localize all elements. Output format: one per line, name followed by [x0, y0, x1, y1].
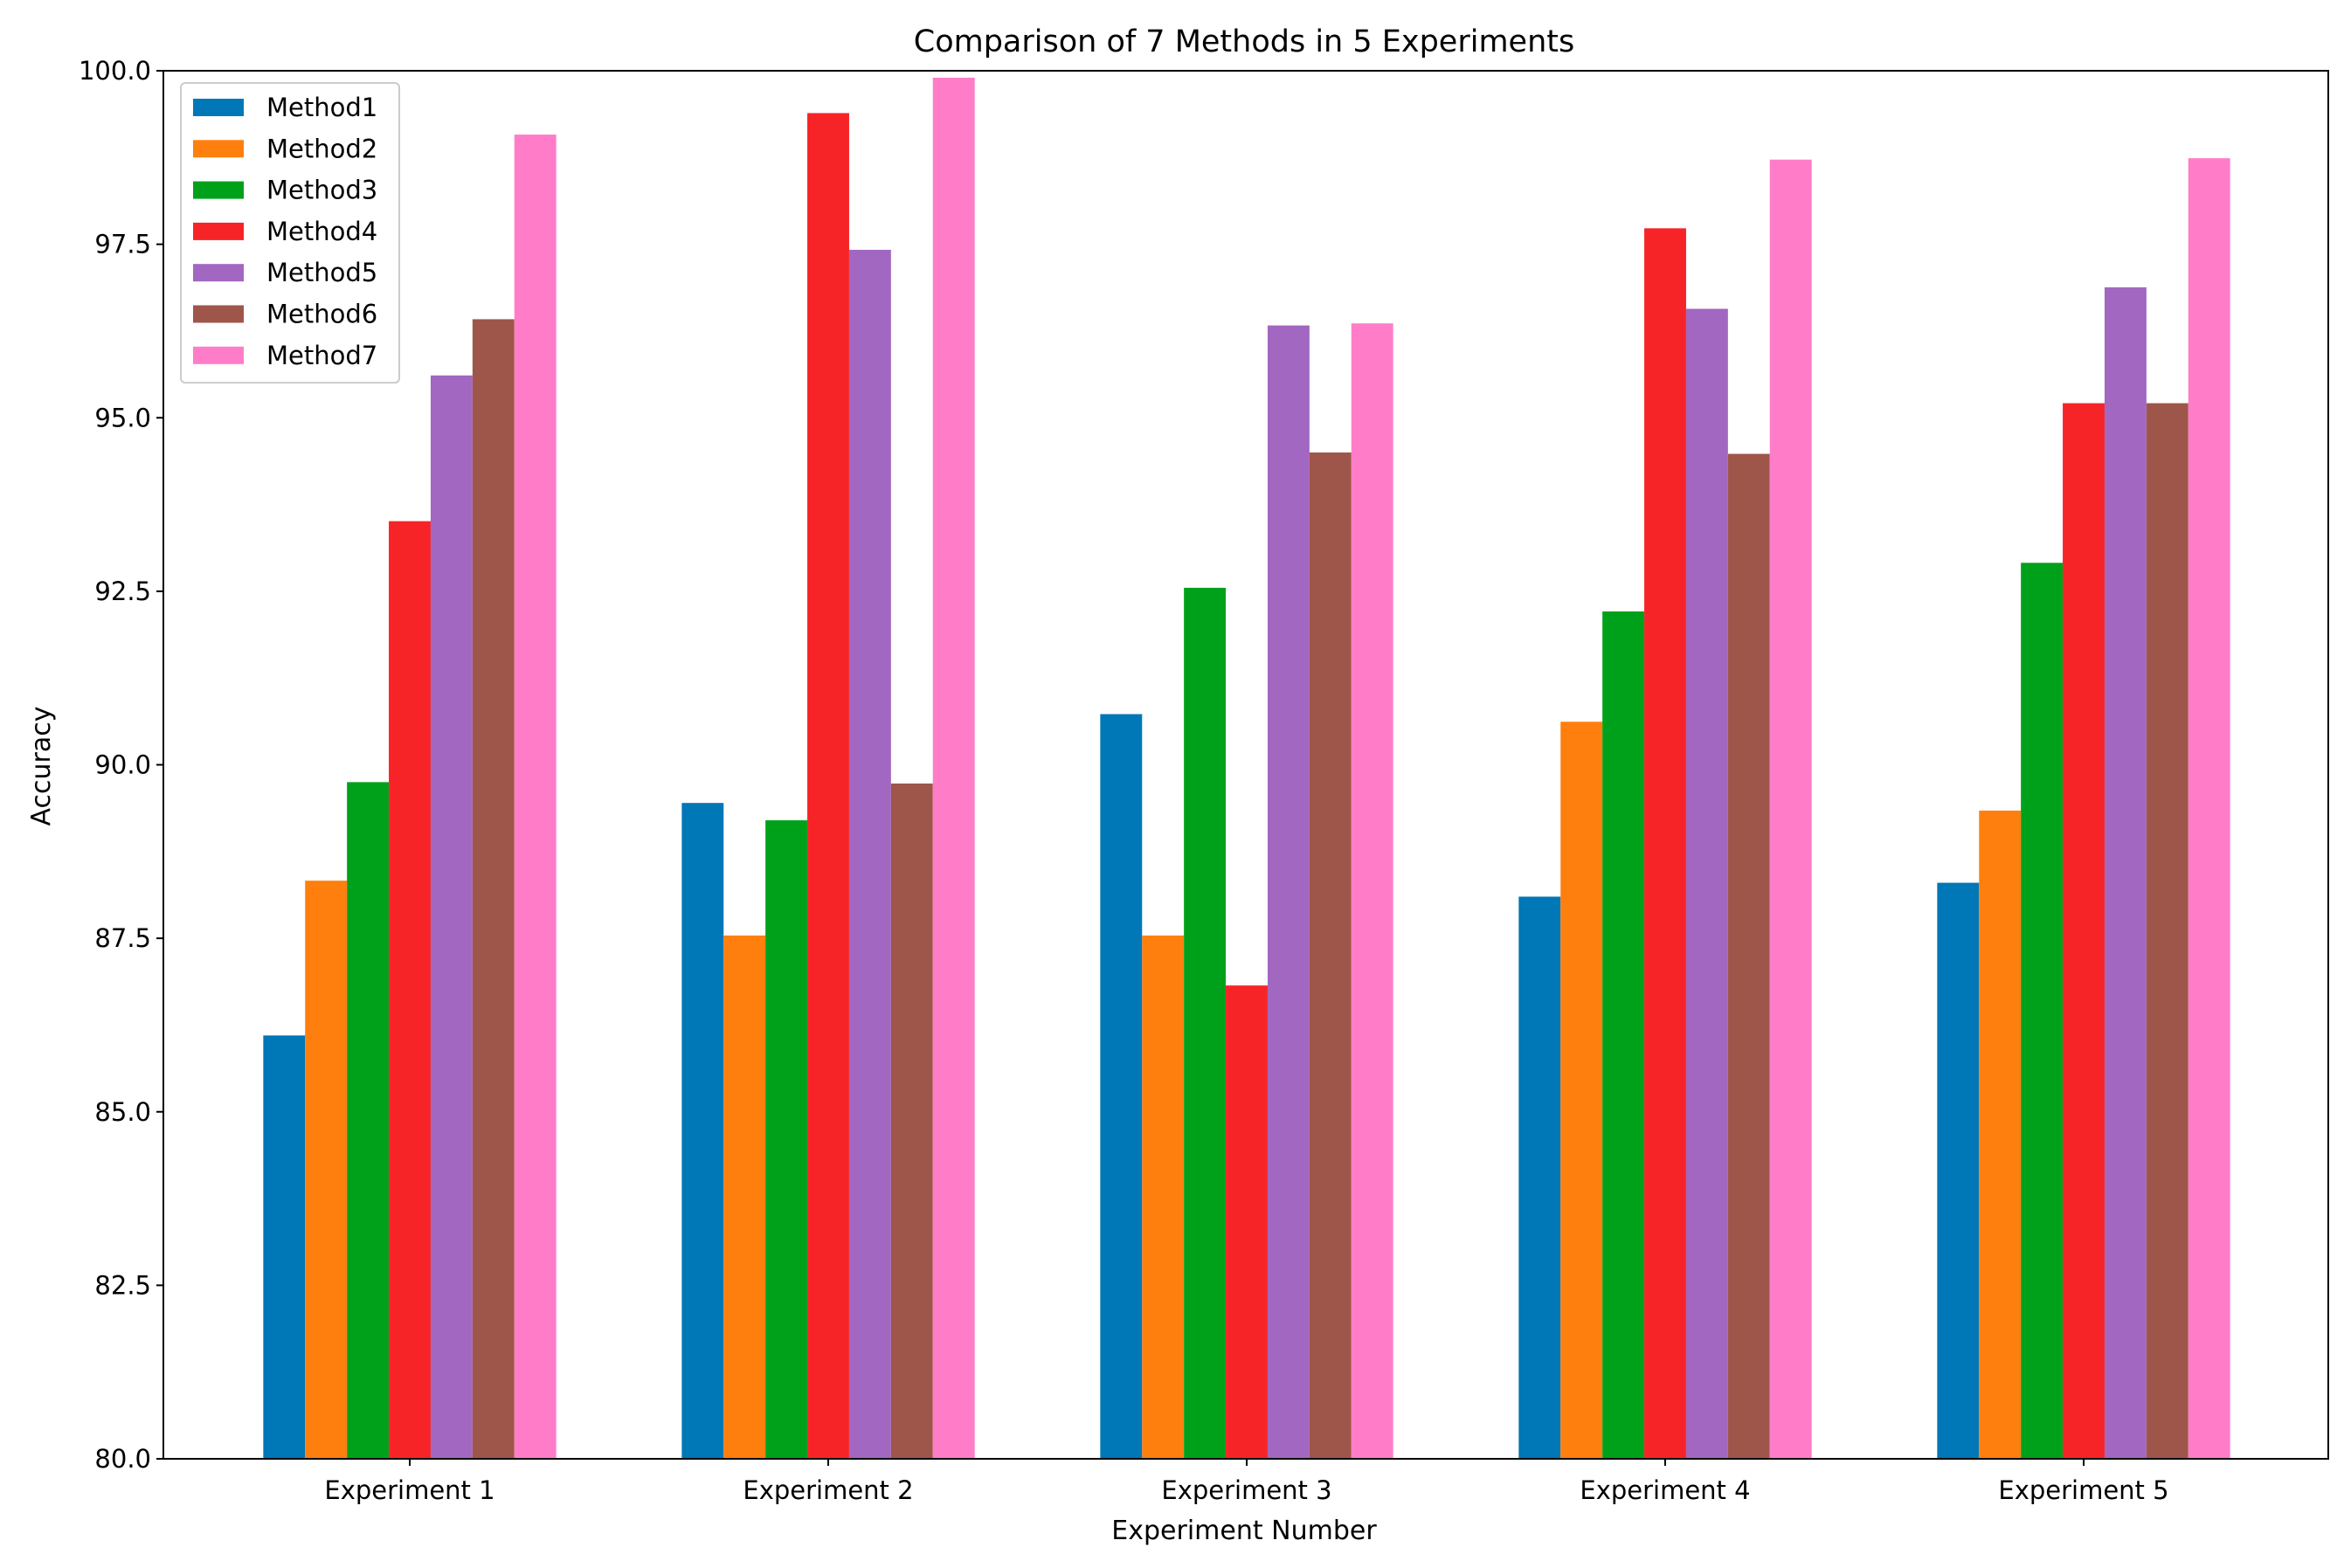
legend-swatch-method7 — [193, 346, 244, 364]
bar-method1-exp5 — [1937, 882, 1980, 1459]
bar-method3-exp5 — [2021, 563, 2064, 1459]
legend-swatch-method5 — [193, 264, 244, 282]
series-method1 — [263, 714, 1980, 1459]
legend-label-method4: Method4 — [266, 217, 377, 246]
series-method7 — [514, 77, 2230, 1460]
bar-method7-exp4 — [1769, 159, 1812, 1460]
bar-method4-exp4 — [1644, 228, 1686, 1460]
series-method4 — [389, 113, 2105, 1460]
bar-method5-exp5 — [2104, 287, 2147, 1459]
bar-method7-exp2 — [932, 77, 975, 1460]
bar-method2-exp3 — [1142, 935, 1185, 1459]
bar-method5-exp1 — [430, 375, 473, 1459]
bar-method5-exp3 — [1267, 325, 1310, 1460]
series-method6 — [472, 319, 2189, 1460]
bar-method2-exp1 — [305, 881, 348, 1459]
legend-label-method6: Method6 — [266, 300, 377, 329]
legend-label-method3: Method3 — [266, 176, 377, 205]
legend-label-method5: Method5 — [266, 258, 377, 287]
y-tick-label: 80.0 — [94, 1444, 151, 1474]
bar-method5-exp4 — [1685, 308, 1728, 1459]
bar-method3-exp3 — [1184, 587, 1227, 1459]
y-tick-label: 90.0 — [94, 750, 151, 780]
bar-method4-exp1 — [389, 521, 431, 1459]
bar-method2-exp2 — [723, 935, 766, 1459]
series-method3 — [347, 563, 2064, 1459]
bar-method2-exp4 — [1560, 722, 1603, 1459]
legend-swatch-method6 — [193, 305, 244, 323]
y-tick-label: 92.5 — [94, 577, 151, 606]
legend-swatch-method3 — [193, 181, 244, 199]
bar-method1-exp3 — [1100, 714, 1143, 1459]
legend-label-method2: Method2 — [266, 134, 377, 163]
bar-method4-exp3 — [1226, 985, 1268, 1459]
bar-method6-exp1 — [472, 319, 515, 1460]
y-tick-label: 82.5 — [94, 1270, 151, 1300]
y-tick-label: 95.0 — [94, 403, 151, 432]
bar-method5-exp2 — [848, 249, 891, 1460]
x-axis-label: Experiment Number — [1111, 1516, 1377, 1546]
x-tick-label: Experiment 3 — [1161, 1475, 1331, 1505]
bar-method6-exp2 — [890, 783, 933, 1459]
bar-method1-exp2 — [681, 803, 724, 1459]
bar-method7-exp1 — [514, 135, 557, 1460]
y-tick-label: 100.0 — [79, 56, 151, 86]
bar-method3-exp1 — [347, 782, 390, 1459]
bar-method3-exp2 — [765, 820, 808, 1459]
bar-method6-exp3 — [1309, 452, 1352, 1459]
legend-label-method7: Method7 — [266, 341, 377, 370]
x-tick-label: Experiment 2 — [743, 1475, 913, 1505]
bar-method1-exp1 — [263, 1035, 306, 1459]
bar-method6-exp4 — [1727, 453, 1770, 1459]
x-tick-label: Experiment 4 — [1580, 1475, 1750, 1505]
legend-swatch-method2 — [193, 140, 244, 158]
y-axis-label: Accuracy — [26, 707, 57, 826]
bar-method2-exp5 — [1979, 810, 2022, 1459]
legend: Method1 Method2 Method3 Method4 Method5 Metho… — [180, 82, 400, 384]
bar-method6-exp5 — [2146, 403, 2189, 1459]
chart-title: Comparison of 7 Methods in 5 Experiments — [914, 24, 1574, 59]
series-method5 — [430, 249, 2147, 1460]
bar-method4-exp2 — [807, 113, 849, 1460]
legend-label-method1: Method1 — [266, 93, 377, 122]
bar-method7-exp5 — [2188, 158, 2230, 1460]
x-tick-label: Experiment 5 — [1998, 1475, 2168, 1505]
y-tick-label: 97.5 — [94, 230, 151, 259]
series-method2 — [305, 722, 2022, 1459]
plot-area: 80.0 82.5 85.0 87.5 90.0 92.5 95.0 97.5 100.0 Exp… — [79, 56, 2329, 1505]
bar-method7-exp3 — [1351, 323, 1393, 1460]
legend-swatch-method1 — [193, 99, 244, 116]
y-tick-label: 85.0 — [94, 1097, 151, 1127]
bar-method1-exp4 — [1518, 896, 1561, 1459]
legend-swatch-method4 — [193, 222, 244, 240]
x-tick-label: Experiment 1 — [324, 1475, 494, 1505]
bar-method4-exp5 — [2063, 403, 2105, 1459]
bar-method3-exp4 — [1602, 611, 1645, 1459]
y-tick-label: 87.5 — [94, 923, 151, 953]
